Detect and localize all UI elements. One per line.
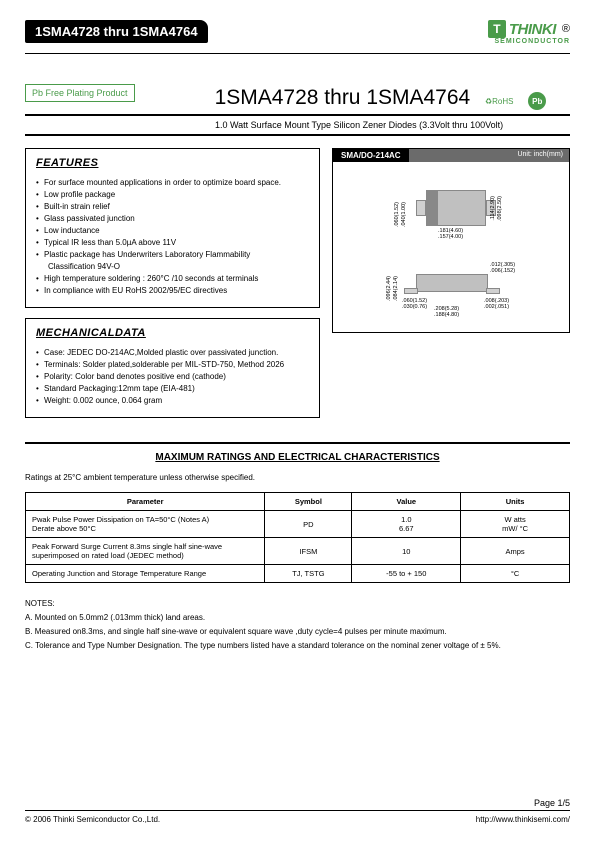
logo-subtitle: SEMICONDUCTOR — [488, 38, 570, 45]
feature-item: Low profile package — [36, 189, 309, 201]
notes-heading: NOTES: — [25, 599, 570, 608]
feature-item: Plastic package has Underwriters Laborat… — [36, 249, 309, 261]
dim-label: .096(2.44) — [386, 276, 392, 301]
chip-side-view: .012(.305) .006(.152) .096(2.44) .084(2.… — [386, 262, 516, 322]
mechanical-item: Case: JEDEC DO-214AC,Molded plastic over… — [36, 347, 309, 359]
logo-block: T THINKI ® SEMICONDUCTOR — [488, 20, 570, 45]
table-row: Pwak Pulse Power Dissipation on TA=50°C … — [26, 511, 570, 538]
header-row: 1SMA4728 thru 1SMA4764 T THINKI ® SEMICO… — [25, 20, 570, 45]
note-item: A. Mounted on 5.0mm2 (.013mm thick) land… — [25, 612, 570, 624]
cell-units: °C — [461, 565, 570, 583]
max-ratings-heading: MAXIMUM RATINGS AND ELECTRICAL CHARACTER… — [25, 442, 570, 463]
dim-label: .157(4.00) — [438, 234, 463, 240]
logo-text: THINKI — [509, 21, 556, 38]
dim-label: .002(.051) — [484, 304, 509, 310]
footer: Page 1/5 © 2006 Thinki Semiconductor Co.… — [25, 798, 570, 824]
col-value: Value — [352, 493, 461, 511]
table-row: Operating Junction and Storage Temperatu… — [26, 565, 570, 583]
features-list: For surface mounted applications in orde… — [36, 177, 309, 297]
side-body — [416, 274, 488, 292]
registered-mark: ® — [562, 23, 570, 35]
cell-param: Pwak Pulse Power Dissipation on TA=50°C … — [26, 511, 265, 538]
rohs-icon: ♻RoHS — [490, 92, 508, 110]
dim-label: .188(4.80) — [434, 312, 459, 318]
col-symbol: Symbol — [265, 493, 352, 511]
left-column: FEATURES For surface mounted application… — [25, 148, 320, 428]
mechanical-heading: MECHANICALDATA — [36, 327, 309, 339]
feature-item: Classification 94V-O — [36, 261, 309, 273]
mechanical-item: Terminals: Solder plated,solderable per … — [36, 359, 309, 371]
cell-symbol: TJ, TSTG — [265, 565, 352, 583]
cell-param: Operating Junction and Storage Temperatu… — [26, 565, 265, 583]
mechanical-box: MECHANICALDATA Case: JEDEC DO-214AC,Mold… — [25, 318, 320, 418]
ratings-table: Parameter Symbol Value Units Pwak Pulse … — [25, 492, 570, 583]
cell-symbol: PD — [265, 511, 352, 538]
cell-value: 1.0 6.67 — [352, 511, 461, 538]
feature-item: High temperature soldering : 260°C /10 s… — [36, 273, 309, 285]
table-header-row: Parameter Symbol Value Units — [26, 493, 570, 511]
feature-item: Built-in strain relief — [36, 201, 309, 213]
chip-band — [426, 190, 438, 226]
title-row: Pb Free Plating Product 1SMA4728 thru 1S… — [25, 84, 570, 110]
chip-lead-left — [416, 200, 426, 216]
mechanical-item: Polarity: Color band denotes positive en… — [36, 371, 309, 383]
dim-label: .084(2.14) — [393, 276, 399, 301]
package-header: SMA/DO-214AC Unit: inch(mm) — [333, 149, 569, 162]
feature-item: For surface mounted applications in orde… — [36, 177, 309, 189]
side-lead-right — [486, 288, 500, 294]
package-unit: Unit: inch(mm) — [409, 149, 569, 162]
dim-label: .030(0.76) — [402, 304, 427, 310]
package-diagram: .181(4.60) .157(4.00) .114(2.90) .098(2.… — [333, 162, 569, 332]
footer-row: © 2006 Thinki Semiconductor Co.,Ltd. htt… — [25, 815, 570, 824]
feature-item: In compliance with EU RoHS 2002/95/EC di… — [36, 285, 309, 297]
header-title: 1SMA4728 thru 1SMA4764 — [25, 20, 208, 43]
content-row: FEATURES For surface mounted application… — [25, 148, 570, 428]
features-box: FEATURES For surface mounted application… — [25, 148, 320, 308]
mechanical-list: Case: JEDEC DO-214AC,Molded plastic over… — [36, 347, 309, 407]
note-item: C. Tolerance and Type Number Designation… — [25, 640, 570, 652]
dim-label: .006(.152) — [490, 268, 515, 274]
features-heading: FEATURES — [36, 157, 309, 169]
right-column: SMA/DO-214AC Unit: inch(mm) .181(4.60) .… — [332, 148, 570, 428]
cell-value: -55 to + 150 — [352, 565, 461, 583]
feature-item: Glass passivated junction — [36, 213, 309, 225]
notes-list: A. Mounted on 5.0mm2 (.013mm thick) land… — [25, 612, 570, 652]
mechanical-item: Weight: 0.002 ounce, 0.064 gram — [36, 395, 309, 407]
top-divider — [25, 53, 570, 54]
feature-item: Low inductance — [36, 225, 309, 237]
dim-label: .114(2.90) — [490, 196, 496, 221]
side-lead-left — [404, 288, 418, 294]
cell-param: Peak Forward Surge Current 8.3ms single … — [26, 538, 265, 565]
table-row: Peak Forward Surge Current 8.3ms single … — [26, 538, 570, 565]
copyright: © 2006 Thinki Semiconductor Co.,Ltd. — [25, 815, 160, 824]
logo: T THINKI ® — [488, 20, 570, 38]
pb-icon: Pb — [528, 92, 546, 110]
ratings-note: Ratings at 25°C ambient temperature unle… — [25, 473, 570, 482]
page-number: Page 1/5 — [25, 798, 570, 808]
cell-units: W atts mW/ °C — [461, 511, 570, 538]
logo-icon: T — [488, 20, 506, 38]
footer-divider — [25, 810, 570, 811]
package-name: SMA/DO-214AC — [333, 149, 409, 162]
dim-label: .040(1.00) — [401, 202, 407, 227]
footer-url: http://www.thinkisemi.com/ — [476, 815, 570, 824]
dim-label: .098(2.50) — [497, 196, 503, 221]
col-units: Units — [461, 493, 570, 511]
pb-free-badge: Pb Free Plating Product — [25, 84, 135, 102]
mechanical-item: Standard Packaging:12mm tape (EIA-481) — [36, 383, 309, 395]
col-parameter: Parameter — [26, 493, 265, 511]
main-title: 1SMA4728 thru 1SMA4764 — [215, 86, 471, 110]
cell-value: 10 — [352, 538, 461, 565]
dim-label: .060(1.52) — [394, 202, 400, 227]
note-item: B. Measured on8.3ms, and single half sin… — [25, 626, 570, 638]
cell-symbol: IFSM — [265, 538, 352, 565]
cell-units: Amps — [461, 538, 570, 565]
subtitle: 1.0 Watt Surface Mount Type Silicon Zene… — [25, 114, 570, 136]
chip-top-view: .181(4.60) .157(4.00) .114(2.90) .098(2.… — [396, 172, 506, 242]
package-box: SMA/DO-214AC Unit: inch(mm) .181(4.60) .… — [332, 148, 570, 333]
feature-item: Typical IR less than 5.0µA above 11V — [36, 237, 309, 249]
